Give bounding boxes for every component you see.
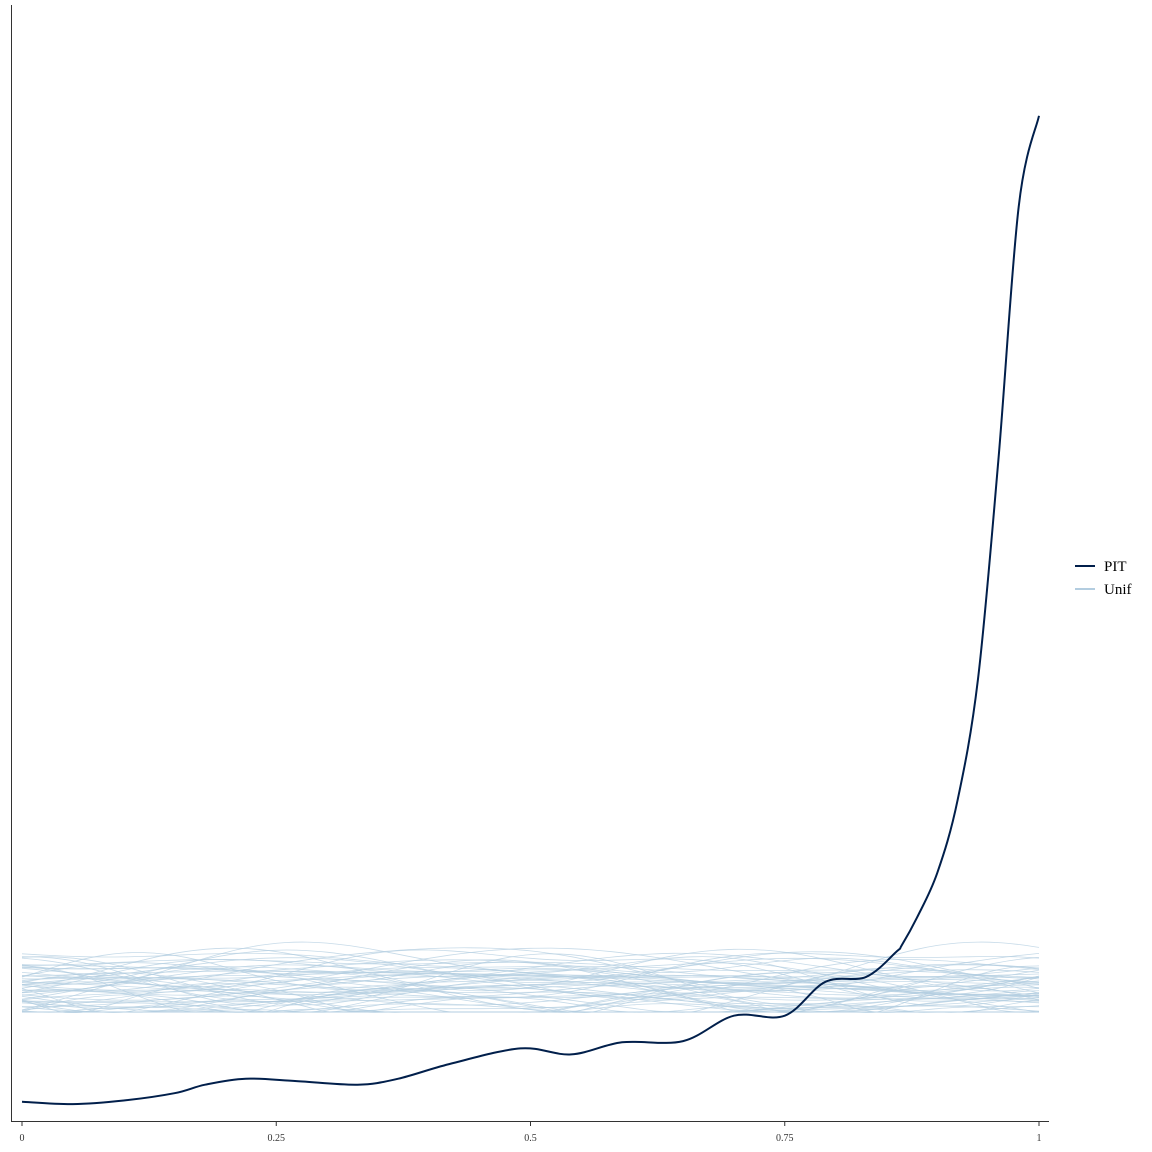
unif-replicate-line	[21, 985, 1040, 1013]
unif-replicate-line	[21, 986, 1040, 1013]
x-tick-label: 0	[20, 1133, 25, 1144]
unif-replicate-line	[21, 963, 1040, 998]
pit-line	[21, 115, 1040, 1106]
unif-replicate-line	[21, 959, 1040, 999]
unif-replicate-line	[21, 986, 1040, 1008]
pit-series	[21, 115, 1040, 1106]
unif-replicate-line	[21, 964, 1040, 985]
unif-replicate-line	[21, 947, 1040, 992]
unif-replicate-line	[21, 959, 1040, 1009]
unif-replicate-line	[21, 952, 1040, 995]
unif-series	[21, 941, 1040, 1013]
x-tick-label: 1	[1037, 1133, 1042, 1144]
unif-replicate-line	[21, 952, 1040, 1002]
unif-replicate-line	[21, 978, 1040, 999]
x-tick-label: 0.25	[268, 1133, 286, 1144]
unif-replicate-line	[22, 984, 1040, 1013]
legend-label-pit: PIT	[1104, 559, 1127, 575]
unif-replicate-line	[21, 965, 1040, 1013]
x-tick-label: 0.75	[776, 1133, 794, 1144]
legend: PIT Unif	[1075, 559, 1132, 598]
unif-replicate-line	[21, 947, 1040, 992]
unif-replicate-line	[21, 962, 1040, 1000]
unif-replicate-line	[21, 941, 1040, 992]
unif-replicate-line	[21, 974, 1040, 1008]
unif-replicate-line	[21, 949, 1040, 986]
x-tick-label: 0.5	[524, 1133, 537, 1144]
unif-replicate-line	[21, 967, 1040, 990]
x-axis-ticks: 0 0.25 0.5 0.75 1	[20, 1122, 1042, 1144]
unif-replicate-line	[21, 967, 1040, 1013]
legend-label-unif: Unif	[1104, 582, 1132, 598]
unif-replicate-line	[21, 952, 1040, 983]
